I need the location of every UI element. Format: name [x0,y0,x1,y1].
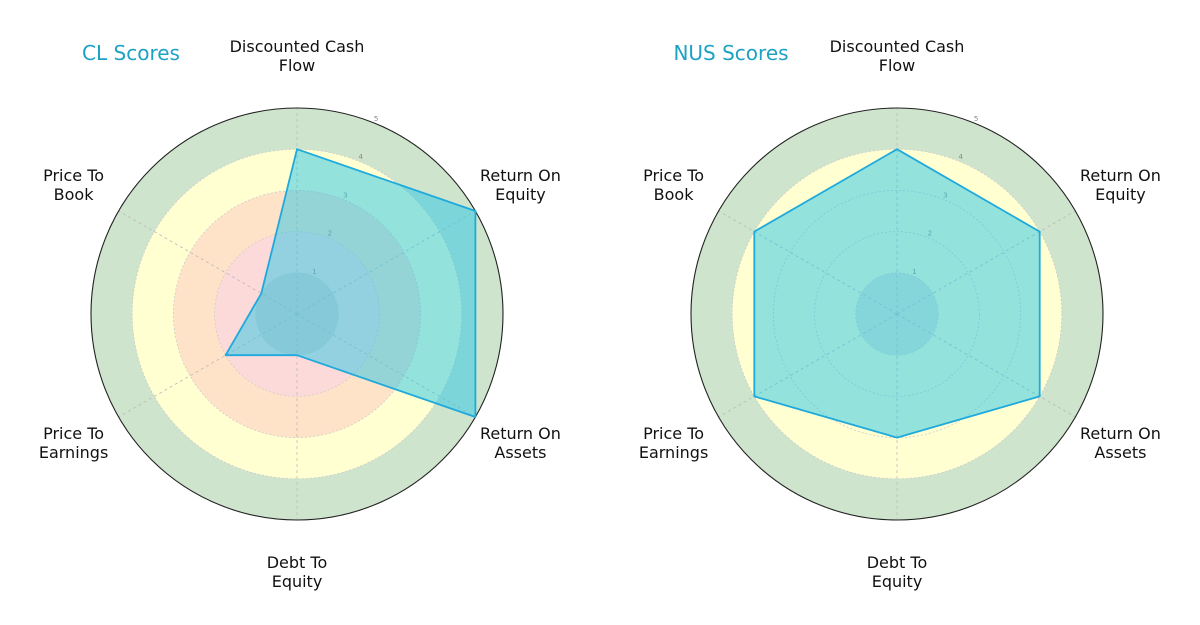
axis-label-line: Discounted Cash [230,37,365,56]
axis-label-line: Equity [872,572,923,591]
axis-label-line: Book [54,185,95,204]
axis-label-line: Debt To [867,553,928,572]
axis-label-line: Return On [480,166,561,185]
axis-label-line: Book [654,185,695,204]
axis-label-line: Price To [643,424,704,443]
axis-label-line: Return On [1080,166,1161,185]
ring-tick-label: 4 [359,153,364,161]
grid-spoke [118,313,298,418]
axis-label-line: Price To [43,424,104,443]
axis-label: Return On Equity [1080,166,1161,204]
axis-label-line: Return On [1080,424,1161,443]
axis-label-line: Flow [879,56,916,75]
axis-label: Debt To Equity [267,553,328,591]
ring-tick-label: 5 [374,115,378,123]
grid-spoke [118,210,298,315]
chart-title: NUS Scores [673,41,788,65]
axis-label: Price To Book [643,166,704,204]
outer-circle [690,107,1104,521]
score-polygon [224,148,477,418]
axis-label-line: Flow [279,56,316,75]
axis-label: Price To Earnings [639,424,708,462]
axis-label: Discounted Cash Flow [230,37,365,75]
axis-label-line: Discounted Cash [830,37,965,56]
axis-label-line: Price To [643,166,704,185]
ring-tick-label: 4 [959,153,964,161]
axis-label: Discounted Cash Flow [830,37,965,75]
axis-label: Return On Equity [480,166,561,204]
axis-label-line: Assets [1094,443,1146,462]
axis-label-line: Equity [1095,185,1146,204]
axis-label: Price To Earnings [39,424,108,462]
axis-label-line: Earnings [639,443,708,462]
axis-label: Return On Assets [1080,424,1161,462]
axis-label-line: Equity [495,185,546,204]
axis-label: Debt To Equity [867,553,928,591]
ring-tick-label: 5 [974,115,978,123]
chart-title: CL Scores [82,41,180,65]
axis-label-line: Return On [480,424,561,443]
score-polygon [753,148,1041,439]
axis-label-line: Equity [272,572,323,591]
outer-circle [90,107,504,521]
axis-label-line: Debt To [267,553,328,572]
axis-label-line: Price To [43,166,104,185]
axis-label: Price To Book [43,166,104,204]
axis-label-line: Earnings [39,443,108,462]
axis-label-line: Assets [494,443,546,462]
axis-label: Return On Assets [480,424,561,462]
